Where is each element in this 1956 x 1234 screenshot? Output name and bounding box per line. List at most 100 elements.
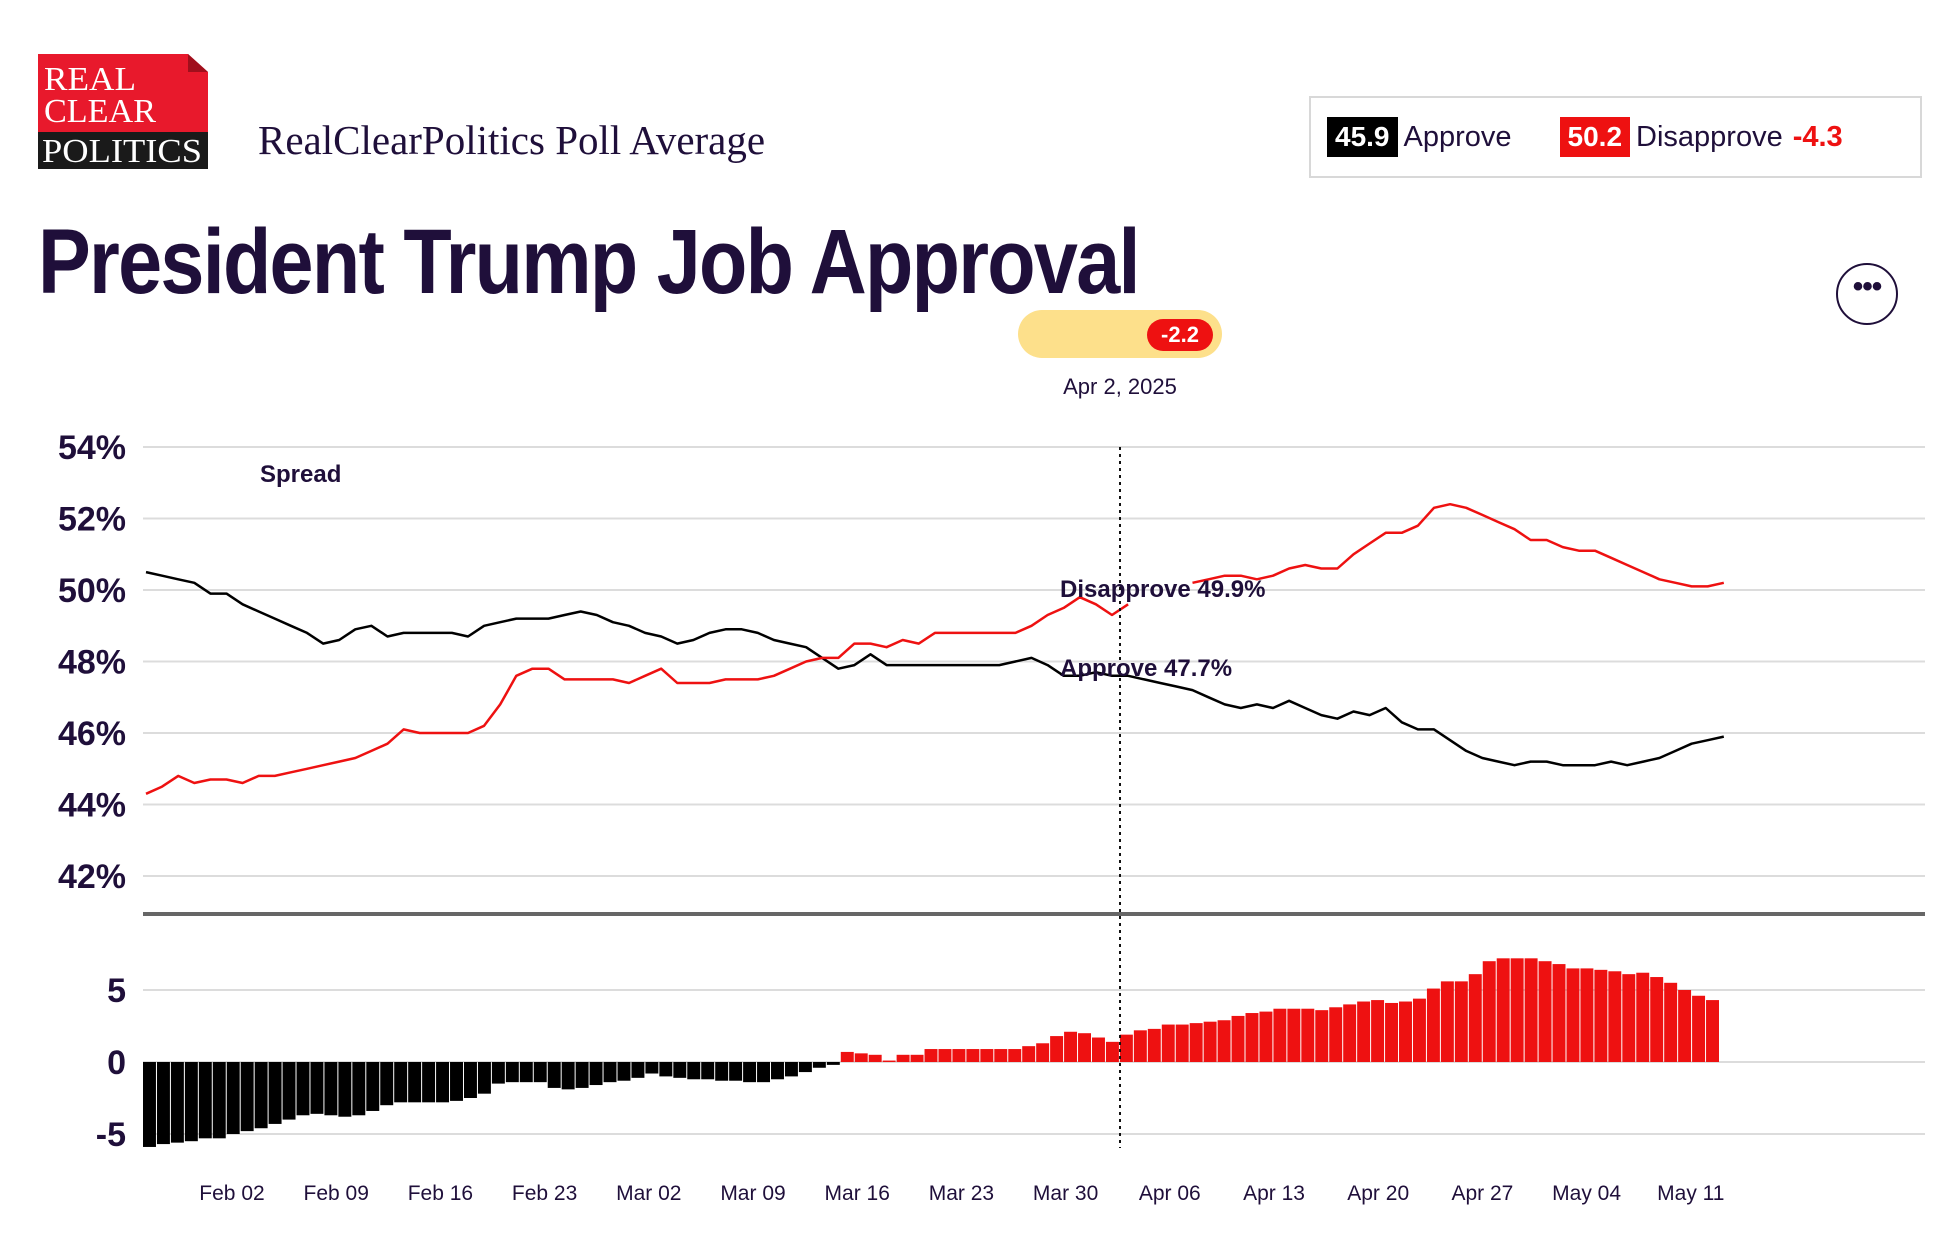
spread-bar[interactable] xyxy=(1315,1010,1329,1062)
approve-line[interactable] xyxy=(145,570,1725,767)
spread-bar[interactable] xyxy=(952,1049,966,1062)
spread-bar[interactable] xyxy=(757,1062,771,1083)
spread-bar[interactable] xyxy=(268,1062,282,1124)
spread-bar[interactable] xyxy=(617,1062,631,1081)
spread-bar[interactable] xyxy=(1022,1046,1036,1062)
spread-bar[interactable] xyxy=(1454,981,1468,1062)
spread-bar[interactable] xyxy=(1636,972,1650,1062)
spread-bar[interactable] xyxy=(1664,982,1678,1062)
spread-bar[interactable] xyxy=(1385,1002,1399,1062)
spread-bar[interactable] xyxy=(1119,1034,1133,1062)
spread-bar[interactable] xyxy=(1608,971,1622,1062)
spread-bar[interactable] xyxy=(966,1049,980,1062)
spread-bar[interactable] xyxy=(1161,1024,1175,1062)
spread-bar[interactable] xyxy=(1357,1001,1371,1062)
spread-bar[interactable] xyxy=(1133,1030,1147,1062)
spread-bar[interactable] xyxy=(1426,988,1440,1062)
spread-bar[interactable] xyxy=(659,1062,673,1077)
spread-bar[interactable] xyxy=(156,1062,170,1145)
spread-bar[interactable] xyxy=(1566,968,1580,1062)
spread-bar[interactable] xyxy=(631,1062,645,1078)
spread-bar[interactable] xyxy=(1538,961,1552,1062)
spread-bar[interactable] xyxy=(645,1062,659,1074)
spread-bar[interactable] xyxy=(1189,1023,1203,1062)
spread-bar[interactable] xyxy=(1091,1037,1105,1062)
spread-bar[interactable] xyxy=(729,1062,743,1081)
spread-bar[interactable] xyxy=(324,1062,338,1116)
spread-bar[interactable] xyxy=(1105,1041,1119,1062)
spread-bar[interactable] xyxy=(673,1062,687,1078)
disapprove-line[interactable] xyxy=(1192,502,1725,588)
spread-bar[interactable] xyxy=(1468,974,1482,1062)
spread-bar[interactable] xyxy=(1329,1007,1343,1062)
spread-bar[interactable] xyxy=(198,1062,212,1139)
spread-bar[interactable] xyxy=(1036,1043,1050,1062)
rcp-logo[interactable]: REAL CLEAR POLITICS xyxy=(38,54,208,169)
spread-bar[interactable] xyxy=(436,1062,450,1103)
spread-bar[interactable] xyxy=(589,1062,603,1086)
spread-bar[interactable] xyxy=(338,1062,352,1117)
spread-bar[interactable] xyxy=(840,1051,854,1062)
spread-bar[interactable] xyxy=(282,1062,296,1120)
spread-bar[interactable] xyxy=(1678,990,1692,1062)
spread-bar[interactable] xyxy=(505,1062,519,1083)
spread-bar[interactable] xyxy=(1245,1013,1259,1062)
spread-bar[interactable] xyxy=(366,1062,380,1111)
more-options-button[interactable]: ••• xyxy=(1836,263,1898,325)
spread-bar[interactable] xyxy=(1147,1028,1161,1062)
spread-bar[interactable] xyxy=(463,1062,477,1098)
spread-bar[interactable] xyxy=(896,1054,910,1062)
spread-bar[interactable] xyxy=(715,1062,729,1081)
spread-bar[interactable] xyxy=(1650,977,1664,1062)
spread-bar[interactable] xyxy=(994,1049,1008,1062)
spread-bar[interactable] xyxy=(1078,1033,1091,1062)
spread-bar[interactable] xyxy=(547,1062,561,1088)
spread-bar[interactable] xyxy=(575,1062,589,1088)
spread-bar[interactable] xyxy=(310,1062,324,1114)
spread-bar[interactable] xyxy=(408,1062,422,1103)
spread-bar[interactable] xyxy=(422,1062,436,1103)
spread-bar[interactable] xyxy=(1692,995,1706,1062)
spread-bar[interactable] xyxy=(771,1062,784,1080)
spread-bar[interactable] xyxy=(854,1053,868,1062)
spread-bar[interactable] xyxy=(910,1054,924,1062)
spread-bar[interactable] xyxy=(212,1062,226,1139)
spread-bar[interactable] xyxy=(1622,974,1636,1062)
spread-bar[interactable] xyxy=(1343,1004,1357,1062)
spread-bar[interactable] xyxy=(1231,1015,1245,1062)
spread-bar[interactable] xyxy=(1064,1031,1078,1062)
spread-bar[interactable] xyxy=(1175,1024,1189,1062)
spread-bar[interactable] xyxy=(1706,1000,1719,1062)
spread-bar[interactable] xyxy=(1008,1049,1022,1062)
spread-bar[interactable] xyxy=(1510,958,1524,1062)
spread-bar[interactable] xyxy=(561,1062,575,1090)
spread-bar[interactable] xyxy=(143,1062,156,1147)
spread-bar[interactable] xyxy=(1440,981,1454,1062)
spread-bar[interactable] xyxy=(798,1062,812,1073)
spread-bar[interactable] xyxy=(240,1062,254,1132)
spread-bar[interactable] xyxy=(380,1062,394,1106)
spread-bar[interactable] xyxy=(170,1062,184,1143)
spread-bar[interactable] xyxy=(477,1062,491,1094)
spread-bar[interactable] xyxy=(701,1062,715,1080)
spread-bar[interactable] xyxy=(1594,969,1608,1062)
spread-bar[interactable] xyxy=(1203,1021,1217,1062)
spread-bar[interactable] xyxy=(687,1062,701,1080)
spread-bar[interactable] xyxy=(882,1060,896,1062)
spread-bar[interactable] xyxy=(1496,958,1510,1062)
spread-bar[interactable] xyxy=(1287,1008,1301,1062)
spread-bar[interactable] xyxy=(1259,1011,1273,1062)
spread-bar[interactable] xyxy=(924,1049,938,1062)
spread-bar[interactable] xyxy=(938,1049,952,1062)
spread-bar[interactable] xyxy=(784,1062,798,1077)
spread-bar[interactable] xyxy=(226,1062,240,1134)
spread-bar[interactable] xyxy=(1399,1001,1412,1062)
spread-bar[interactable] xyxy=(1580,968,1594,1062)
spread-bar[interactable] xyxy=(1273,1008,1287,1062)
spread-bar[interactable] xyxy=(743,1062,757,1083)
spread-bar[interactable] xyxy=(184,1062,198,1142)
spread-bar[interactable] xyxy=(394,1062,408,1103)
spread-bar[interactable] xyxy=(1524,958,1538,1062)
spread-bar[interactable] xyxy=(1482,961,1496,1062)
spread-bar[interactable] xyxy=(1050,1036,1064,1062)
